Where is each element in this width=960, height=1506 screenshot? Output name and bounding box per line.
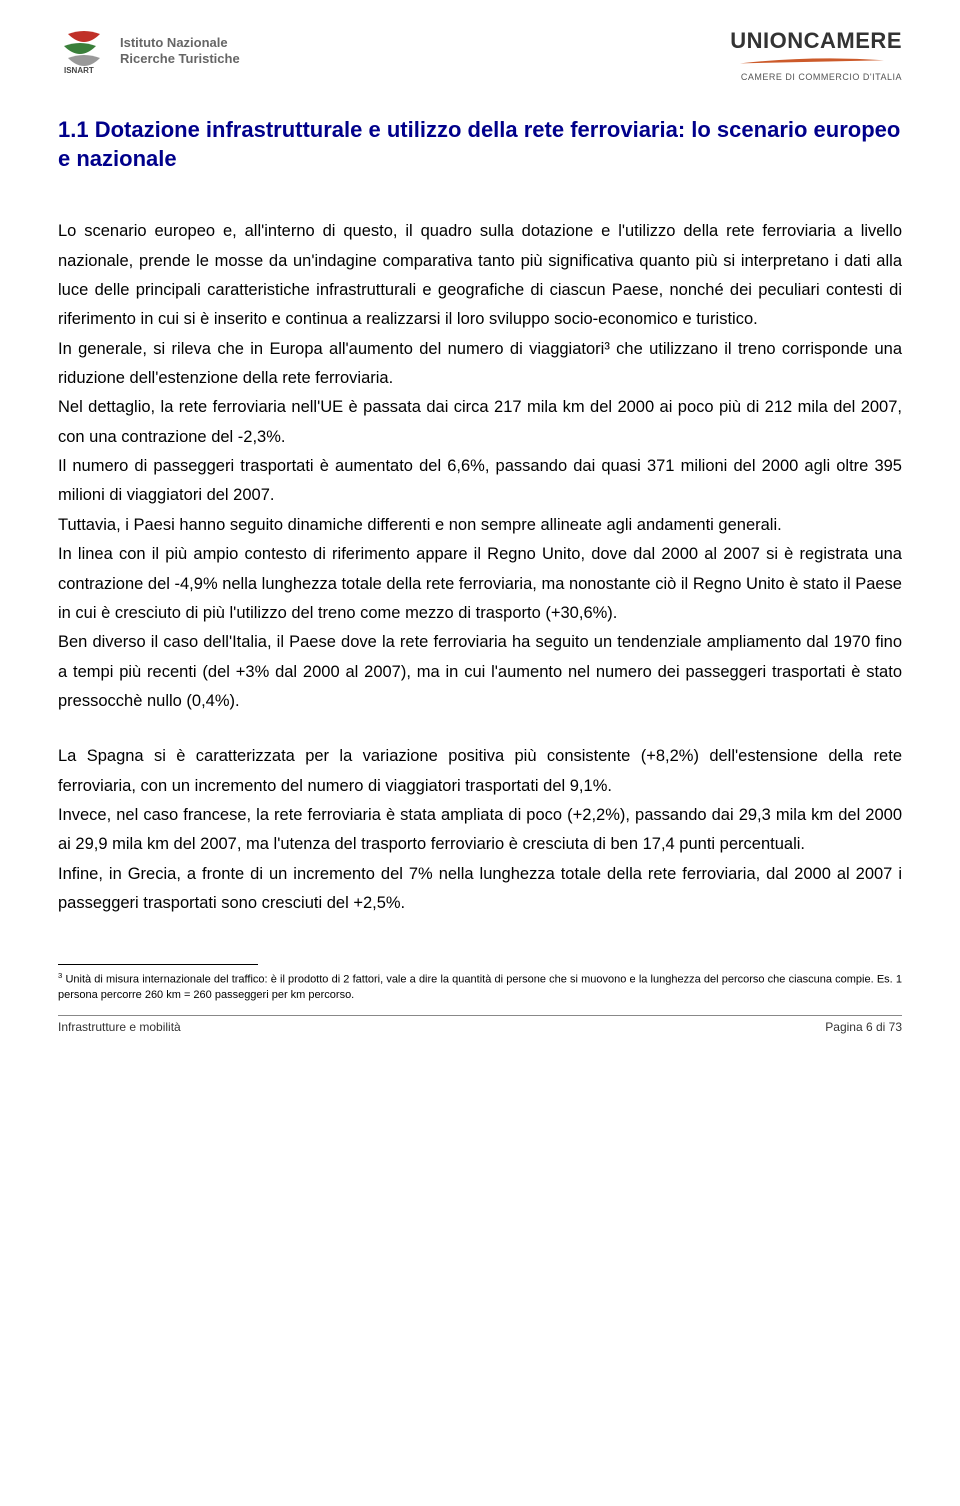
footer-separator — [58, 1015, 902, 1016]
body-text-block-1: Lo scenario europeo e, all'interno di qu… — [58, 217, 902, 716]
paragraph: In linea con il più ampio contesto di ri… — [58, 540, 902, 628]
footnote-separator — [58, 964, 258, 965]
document-page: ISNART Istituto Nazionale Ricerche Turis… — [0, 0, 960, 1506]
body-text-block-2: La Spagna si è caratterizzata per la var… — [58, 742, 902, 918]
footer-right: Pagina 6 di 73 — [825, 1020, 902, 1034]
right-logo-main: UNIONCAMERE — [722, 28, 902, 54]
left-logo: ISNART Istituto Nazionale Ricerche Turis… — [58, 28, 240, 74]
footnote-marker: 3 — [58, 971, 62, 980]
paragraph: Lo scenario europeo e, all'interno di qu… — [58, 217, 902, 334]
right-logo-sub: CAMERE DI COMMERCIO D'ITALIA — [722, 72, 902, 82]
footnote-text: Unità di misura internazionale del traff… — [58, 974, 902, 1001]
page-header: ISNART Istituto Nazionale Ricerche Turis… — [58, 28, 902, 82]
swoosh-icon — [722, 57, 902, 65]
paragraph: Infine, in Grecia, a fronte di un increm… — [58, 860, 902, 919]
paragraph: Tuttavia, i Paesi hanno seguito dinamich… — [58, 511, 902, 540]
left-logo-line2: Ricerche Turistiche — [120, 51, 240, 67]
left-logo-text: Istituto Nazionale Ricerche Turistiche — [120, 35, 240, 66]
paragraph: Invece, nel caso francese, la rete ferro… — [58, 801, 902, 860]
footer-left: Infrastrutture e mobilità — [58, 1020, 181, 1034]
right-logo: UNIONCAMERE CAMERE DI COMMERCIO D'ITALIA — [722, 28, 902, 82]
page-footer: Infrastrutture e mobilità Pagina 6 di 73 — [58, 1020, 902, 1034]
paragraph: La Spagna si è caratterizzata per la var… — [58, 742, 902, 801]
paragraph: In generale, si rileva che in Europa all… — [58, 335, 902, 394]
section-title: 1.1 Dotazione infrastrutturale e utilizz… — [58, 116, 902, 173]
paragraph: Il numero di passeggeri trasportati è au… — [58, 452, 902, 511]
paragraph: Nel dettaglio, la rete ferroviaria nell'… — [58, 393, 902, 452]
footnote: 3 Unità di misura internazionale del tra… — [58, 971, 902, 1002]
left-logo-line1: Istituto Nazionale — [120, 35, 240, 51]
isnart-logo-icon: ISNART — [58, 28, 110, 74]
paragraph: Ben diverso il caso dell'Italia, il Paes… — [58, 628, 902, 716]
isnart-acronym: ISNART — [64, 66, 94, 74]
